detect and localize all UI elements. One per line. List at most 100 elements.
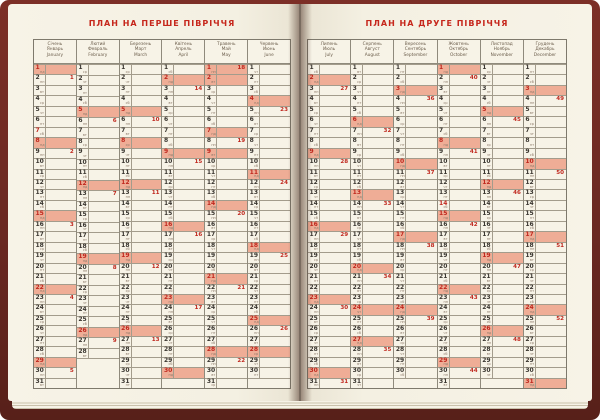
month-header: Липень Июль July xyxy=(308,40,351,64)
day-row: 19 пт xyxy=(205,252,248,263)
month-name-en: October xyxy=(450,52,468,58)
weekday-abbrev: пн xyxy=(529,100,535,105)
notes-cell xyxy=(217,316,247,325)
day-number: 12 xyxy=(78,179,87,187)
day-row: 22 пт xyxy=(523,283,567,294)
weekday-abbrev: пт xyxy=(357,247,362,252)
day-number: 27 xyxy=(309,335,318,343)
day-number: 15 xyxy=(78,211,87,219)
weekday-abbrev: нд xyxy=(125,184,131,189)
month-name-ru: Июль xyxy=(323,47,336,53)
notes-cell xyxy=(89,86,119,96)
notes-cell xyxy=(363,170,393,179)
day-number-cell: 14 ср xyxy=(248,200,261,211)
day-number-cell: 9 пн xyxy=(438,148,450,159)
day-number-cell: 16 пт xyxy=(248,221,261,232)
day-number: 29 xyxy=(35,356,44,364)
day-number-cell: 14 пн xyxy=(351,200,364,211)
day-row: 26 вт xyxy=(523,325,567,336)
month-name-en: August xyxy=(364,52,380,58)
weekday-abbrev: пн xyxy=(211,142,216,147)
day-number-cell: 11 пн xyxy=(394,169,407,179)
day-number-cell: 7 сб xyxy=(34,127,46,138)
day-number-cell: 19 нд xyxy=(77,254,89,264)
day-row: 4 пн 49 xyxy=(523,95,567,106)
day-number: 13 xyxy=(35,189,44,197)
day-row: 10 пт xyxy=(76,158,119,170)
day-number: 13 xyxy=(525,189,534,197)
weekday-abbrev: ср xyxy=(443,100,448,105)
weekday-abbrev: пн xyxy=(211,215,216,220)
notes-cell xyxy=(406,180,436,189)
day-row: 14 ср xyxy=(248,199,290,211)
notes-cell xyxy=(46,347,76,356)
day-number: 10 xyxy=(35,158,44,166)
notes-cell: 15 xyxy=(174,159,204,168)
day-number-cell: 13 сб xyxy=(205,190,218,200)
day-number-cell: 7 ср xyxy=(248,127,261,138)
notes-cell xyxy=(46,107,76,116)
day-number: 20 xyxy=(206,262,216,270)
day-number-cell: 27 нд xyxy=(351,336,364,347)
day-row: 31 пт xyxy=(119,377,162,389)
day-number-cell: 12 чт xyxy=(34,179,46,190)
day-number-cell: 11 ср xyxy=(34,169,46,179)
notes-cell: 48 xyxy=(493,337,523,346)
notes-cell xyxy=(363,117,393,126)
day-number-cell: 31 ср xyxy=(205,378,218,389)
day-number-cell: 2 чт xyxy=(120,75,132,85)
day-number-cell: 10 пт xyxy=(77,159,89,170)
day-number: 28 xyxy=(482,346,491,354)
day-row: 25 пн 39 xyxy=(394,314,437,326)
day-row: 31 ср xyxy=(205,377,248,389)
day-number: 23 xyxy=(163,293,173,301)
notes-cell xyxy=(450,180,480,189)
day-row: 18 вт xyxy=(162,241,205,253)
notes-cell xyxy=(217,86,247,95)
notes-cell xyxy=(320,65,350,74)
weekday-abbrev: вт xyxy=(125,205,130,210)
week-number: 5 xyxy=(69,368,74,375)
notes-cell xyxy=(493,96,523,105)
weekday-abbrev: сб xyxy=(400,153,405,158)
notes-cell: 37 xyxy=(406,170,436,179)
notes-cell xyxy=(320,107,350,116)
day-number-cell: 8 ср xyxy=(77,138,89,149)
month-column-october: Жовтень Октябрь October 1 нд 2 пн 40 3 вт 4 ср 5 чт 6 п… xyxy=(437,40,481,389)
day-number: 23 xyxy=(35,293,44,301)
day-number-cell: 15 чт xyxy=(248,211,261,221)
day-number-cell: 2 нд xyxy=(162,75,175,85)
day-row: 22 ср xyxy=(119,283,162,294)
weekday-abbrev: ср xyxy=(125,142,130,147)
day-number-cell: 22 пн xyxy=(205,284,218,294)
weekday-abbrev: сб xyxy=(400,299,405,304)
notes-cell xyxy=(493,180,523,189)
day-row: 8 чт xyxy=(248,137,290,148)
day-number-cell: 14 вт xyxy=(77,201,89,212)
day-row: 17 чт xyxy=(351,231,394,242)
day-row: 19 нд xyxy=(76,253,119,264)
day-number-cell: 13 чт xyxy=(308,190,320,200)
day-number: 24 xyxy=(309,304,318,312)
day-number-cell: 16 вт xyxy=(205,221,218,232)
notes-cell xyxy=(89,317,119,327)
day-number-cell: 21 пт xyxy=(162,274,175,284)
weekday-abbrev: пт xyxy=(443,194,448,199)
day-number: 20 xyxy=(482,262,491,270)
month-name-ru: Октябрь xyxy=(449,47,469,53)
left-page: ПЛАН НА ПЕРШЕ ПІВРІЧЧЯ Січень Январь Janua… xyxy=(8,4,300,401)
day-number: 7 xyxy=(163,126,169,134)
day-row: 13 пт xyxy=(437,189,480,200)
day-number-cell: 6 пн xyxy=(77,117,89,128)
day-number-cell: 27 сб xyxy=(205,336,218,347)
day-row: 19 нд xyxy=(480,252,523,263)
day-number-cell: 12 нд xyxy=(77,179,89,191)
notes-cell xyxy=(320,128,350,137)
weekday-abbrev: пн xyxy=(40,80,45,84)
day-number-cell: 9 ср xyxy=(351,148,364,159)
weekday-abbrev: ср xyxy=(40,247,45,252)
weekday-abbrev: пн xyxy=(125,121,131,126)
notes-cell xyxy=(493,201,523,210)
day-row: 3 нд xyxy=(523,84,567,96)
weekday-abbrev: ср xyxy=(211,309,216,314)
